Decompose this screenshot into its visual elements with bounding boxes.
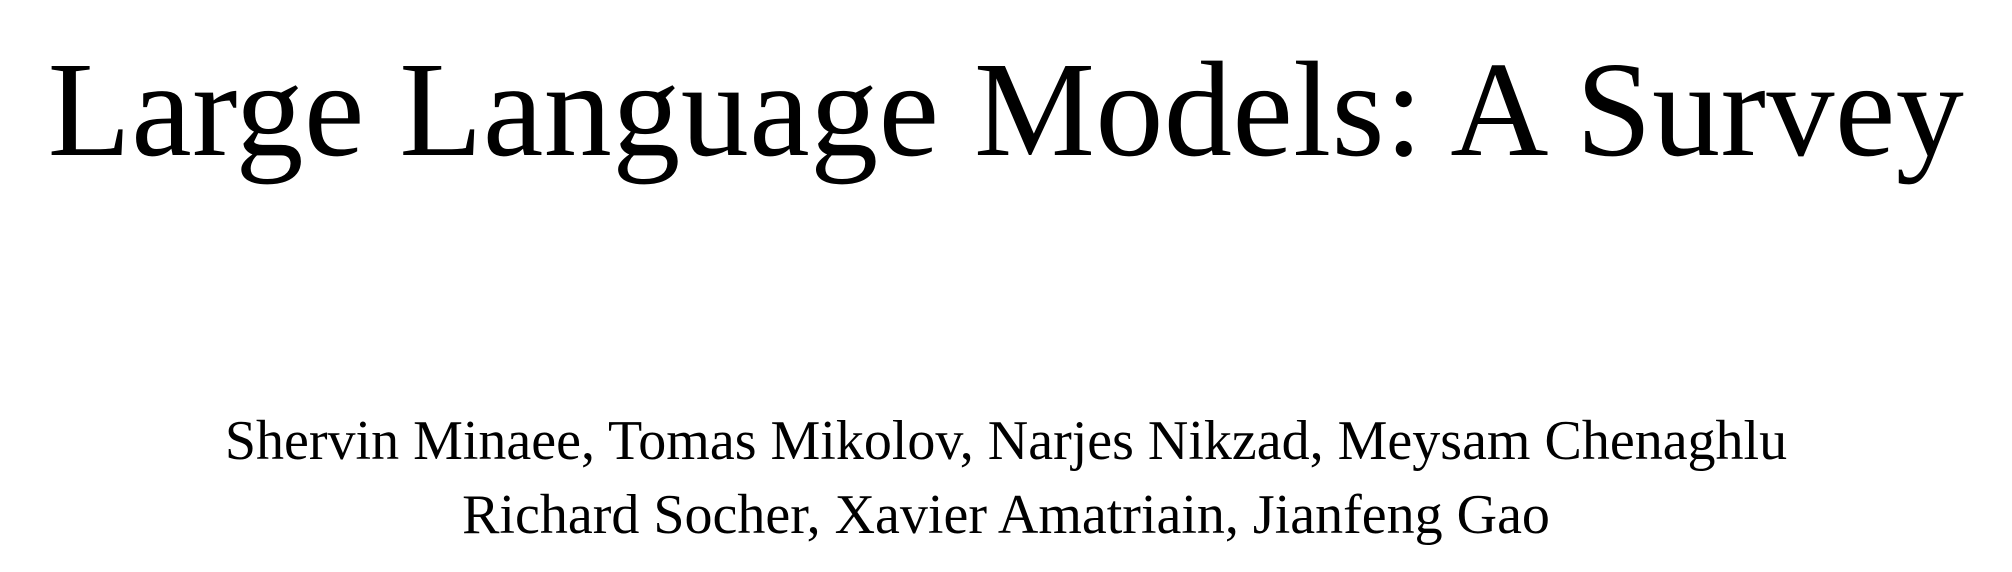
author-line-2: Richard Socher, Xavier Amatriain, Jianfe…	[462, 484, 1550, 546]
author-list: Shervin Minaee, Tomas Mikolov, Narjes Ni…	[0, 404, 2012, 552]
author-line-1: Shervin Minaee, Tomas Mikolov, Narjes Ni…	[224, 410, 1788, 472]
paper-title: Large Language Models: A Survey	[47, 35, 1965, 185]
